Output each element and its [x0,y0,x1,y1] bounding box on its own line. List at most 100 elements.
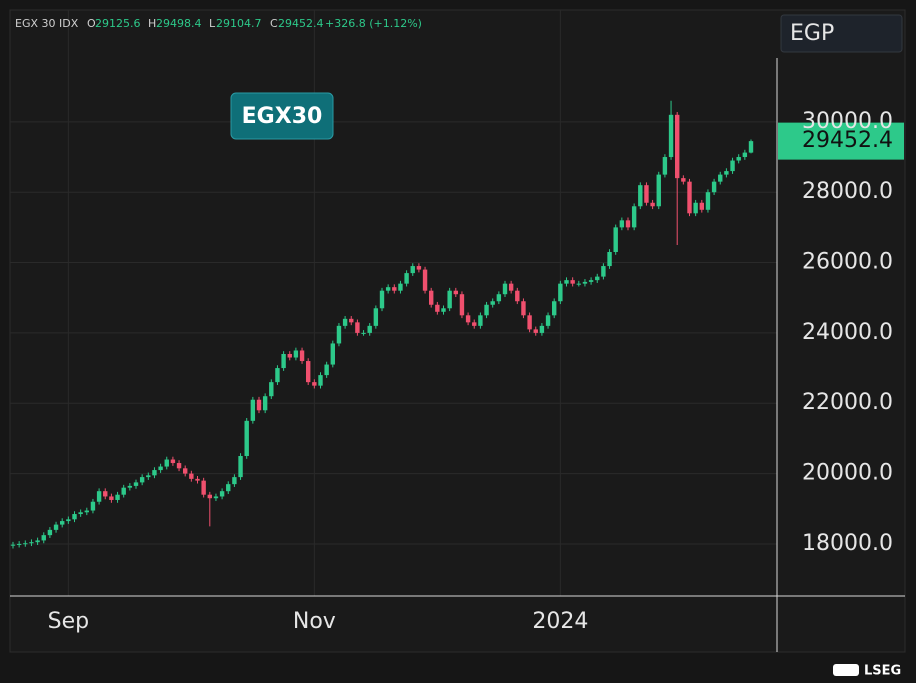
candle-body [35,540,40,543]
candle-body [718,174,723,182]
badge-box [230,92,334,140]
y-tick-label: 18000.0 [802,531,893,556]
candle-body [478,315,483,326]
candle-body [595,276,600,281]
legend-value: 29104.7 [216,17,262,30]
candle-body [256,399,262,411]
y-tick-label: 22000.0 [802,390,893,415]
source-logo [833,664,859,676]
candle-body [232,477,237,485]
currency[interactable]: EGP [790,21,834,46]
candle-body [668,114,674,158]
candle-body [170,459,176,464]
candle-body [521,301,526,316]
candle-body [687,181,692,214]
candle-body [16,543,22,545]
candle-body [601,266,606,277]
candle-body [312,382,317,386]
candles [10,100,754,549]
badge: EGX30 [242,104,323,129]
candle-body [533,329,538,333]
candle-body [619,220,625,228]
candle-body [453,290,458,295]
x-tick-label: Nov [293,609,336,634]
x-tick-label: Sep [48,609,89,634]
candle-body [367,325,372,333]
candle-body [545,315,551,326]
change: +326.8 (+1.12%) [325,17,422,30]
candle-body [103,491,108,497]
candle-body [195,478,200,481]
y-tick-label: 24000.0 [802,320,893,345]
candle-body [41,535,46,541]
candle-body [72,514,77,520]
candle-body [96,491,102,502]
candle-body [146,475,151,478]
candle-body [183,468,188,474]
candle-body [410,266,415,274]
candle-body [139,477,145,483]
candle-body [201,480,206,495]
candle-body [379,290,385,309]
candle-body [398,283,403,291]
candle-body [675,114,680,179]
candle-body [275,368,280,383]
candle-body [53,524,59,530]
candle-body [730,160,735,172]
legend-value: 29498.4 [156,17,202,30]
candle-body [66,519,71,522]
candle-body [23,543,28,545]
candle-body [465,315,471,323]
candle-body [189,473,194,479]
candle-body [47,529,53,536]
candle-body [133,482,139,486]
candle-body [570,280,575,284]
y-tick-label: 26000.0 [802,250,893,275]
candle-body [373,308,379,326]
candle-body [226,484,231,492]
x-tick-label: 2024 [532,609,588,634]
candle-body [176,463,182,469]
candle-body [588,280,594,282]
candle-body [385,287,391,291]
candle-body [336,325,342,344]
candle-body [472,322,477,326]
candle-body [631,206,637,228]
candle-body [115,494,120,500]
candle-body [324,364,329,376]
candle-body [662,157,668,175]
candle-body [164,459,169,467]
candle-body [392,287,397,291]
candle-body [502,283,508,295]
candle-body [582,281,588,284]
candle-body [515,290,520,302]
candle-body [693,202,698,214]
candle-body [213,496,219,499]
candle-body [576,283,581,285]
candle-body [699,202,704,210]
candle-body [484,304,489,316]
candle-body [10,544,16,546]
candle-body [90,501,96,511]
source: LSEG [864,664,901,679]
candle-body [447,290,452,309]
candle-body [355,322,360,333]
candle-body [244,420,249,457]
candle-body [404,273,409,284]
legend-key: H [148,17,156,30]
candle-body [656,174,661,207]
currency-box[interactable] [780,14,903,53]
candle-body [262,396,268,411]
candle-body [748,141,754,153]
candle-body [508,283,514,291]
candle-body [638,185,643,207]
candle-body [416,266,422,270]
candle-body [564,280,569,284]
candle-body [361,332,366,334]
candle-body [552,301,557,316]
candle-body [287,354,292,358]
candle-body [299,350,305,362]
candle-body [60,521,65,525]
candle-body [558,283,563,302]
